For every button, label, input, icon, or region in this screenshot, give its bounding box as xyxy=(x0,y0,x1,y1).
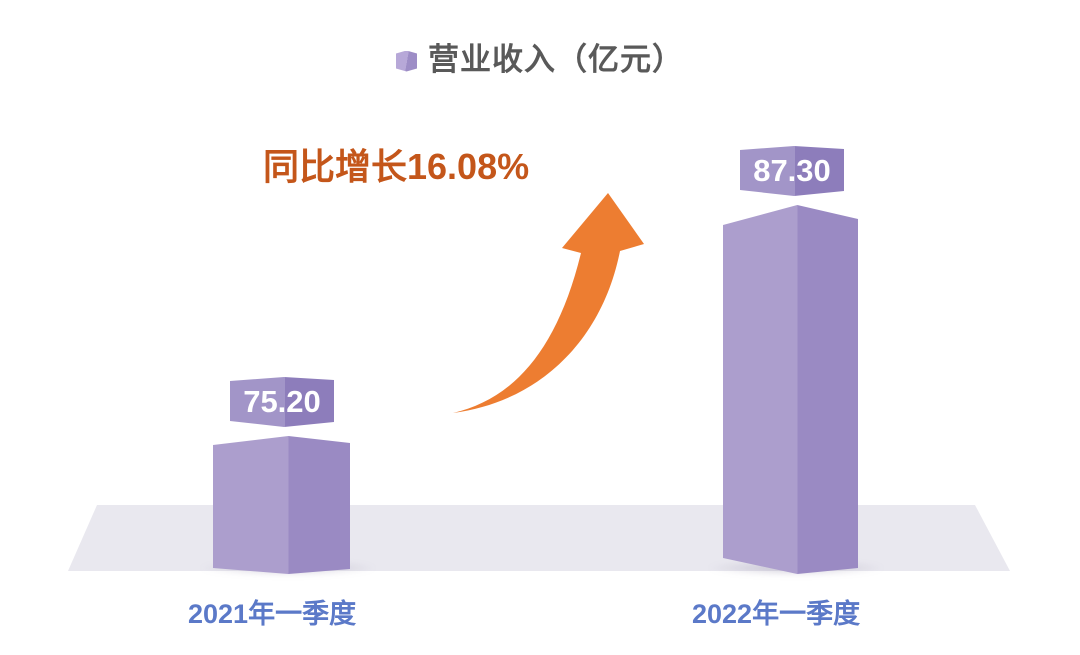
legend-label: 营业收入（亿元） xyxy=(428,41,684,77)
data-label-2022: 87.30 xyxy=(753,153,831,188)
growth-annotation: 同比增长16.08% xyxy=(263,146,530,187)
data-label-cube-2022: 87.30 xyxy=(740,146,844,196)
category-label-2021: 2021年一季度 xyxy=(188,599,357,629)
bar-2021-q1 xyxy=(213,436,350,574)
data-label-2021: 75.20 xyxy=(243,384,321,419)
chart-legend: 营业收入（亿元） xyxy=(0,34,1080,78)
chart-floor xyxy=(68,505,1010,571)
category-label-2022: 2022年一季度 xyxy=(692,599,861,629)
bar-2022-q1 xyxy=(723,205,858,574)
curved-up-arrow-icon xyxy=(453,193,644,413)
legend-cube-icon xyxy=(396,51,417,72)
data-label-cube-2021: 75.20 xyxy=(230,377,334,427)
